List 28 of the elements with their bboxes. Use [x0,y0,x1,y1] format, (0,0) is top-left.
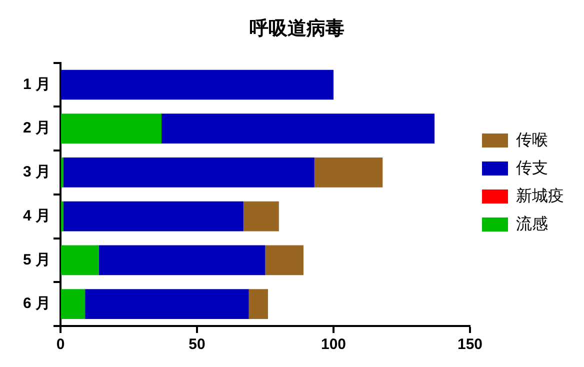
bar [85,289,249,319]
x-tick-label: 0 [56,336,65,354]
bar [265,245,304,276]
bar [63,158,314,188]
bar [243,201,279,232]
bar [314,158,383,188]
bar [61,289,86,319]
x-tick-label: 150 [457,336,483,354]
legend-label: 新城疫 [516,186,564,205]
bar [248,289,268,319]
x-tick-label: 50 [188,336,206,354]
legend-label: 传支 [516,158,548,177]
bar [162,114,435,144]
y-tick-label: 2 月 [22,120,51,137]
bar [61,70,334,100]
y-tick-label: 1 月 [22,76,51,93]
x-tick-label: 100 [320,336,346,354]
bar [61,114,162,144]
legend-label: 流感 [516,214,548,233]
y-tick-label: 4 月 [22,207,51,224]
legend-label: 传喉 [516,132,548,149]
bar [63,201,244,232]
y-tick-label: 3 月 [22,164,51,181]
chart-title: 呼吸道病毒 [250,18,344,40]
y-tick-label: 6 月 [22,295,51,312]
bar [61,245,99,276]
bar [98,245,266,276]
y-tick-label: 5 月 [22,251,51,268]
